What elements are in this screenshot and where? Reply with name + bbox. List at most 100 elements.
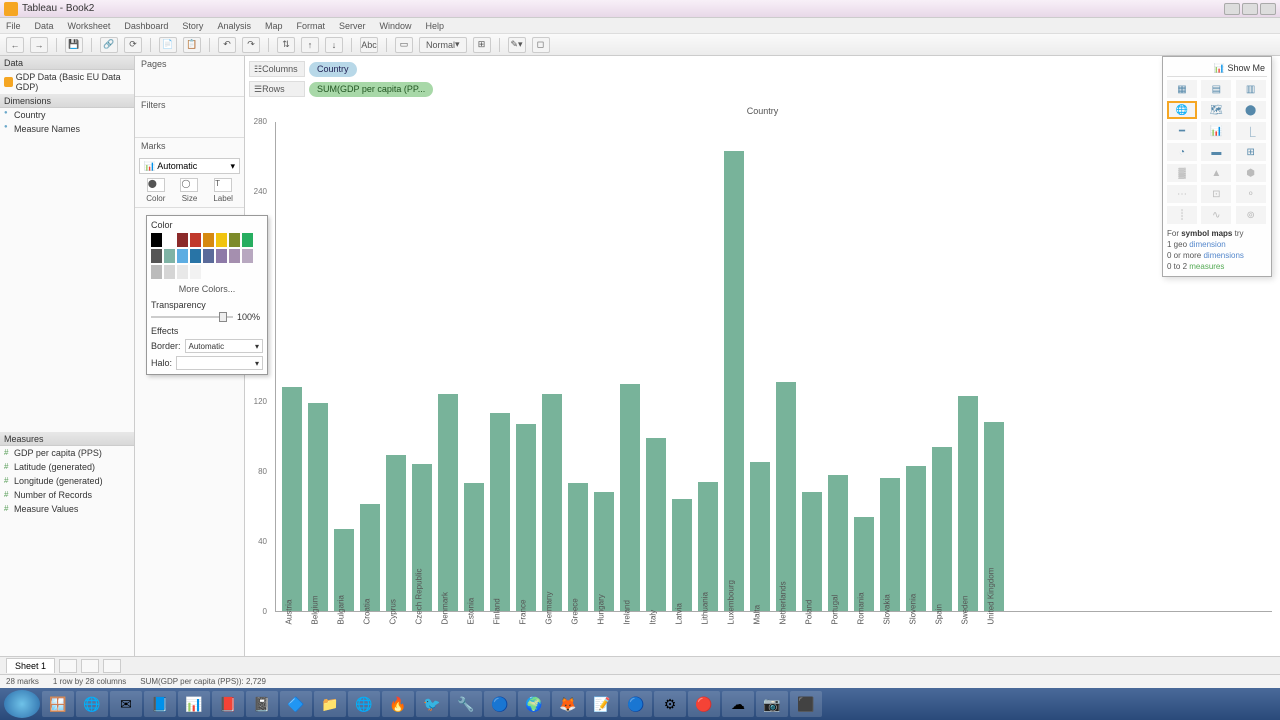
rows-pill-gdp[interactable]: SUM(GDP per capita (PP... <box>309 82 433 97</box>
duplicate-button[interactable]: 📋 <box>183 37 201 53</box>
color-swatch[interactable] <box>190 265 201 279</box>
bar[interactable] <box>672 499 692 611</box>
menu-help[interactable]: Help <box>426 21 445 31</box>
showme-viztype[interactable]: ∿ <box>1201 206 1231 224</box>
color-swatch[interactable] <box>151 265 162 279</box>
showme-viztype[interactable]: 🌐 <box>1167 101 1197 119</box>
bar[interactable] <box>516 424 536 611</box>
bar[interactable] <box>906 466 926 611</box>
showme-viztype[interactable]: ⊚ <box>1236 206 1266 224</box>
bar[interactable] <box>828 475 848 612</box>
menu-server[interactable]: Server <box>339 21 366 31</box>
bar[interactable] <box>568 483 588 611</box>
sheet-tab-1[interactable]: Sheet 1 <box>6 658 55 673</box>
showme-viztype[interactable]: ⚬ <box>1236 185 1266 203</box>
taskbar-app-icon[interactable]: 📕 <box>212 691 244 717</box>
meas-records[interactable]: Number of Records <box>0 488 134 502</box>
bar[interactable] <box>932 447 952 612</box>
transparency-slider[interactable]: 100% <box>151 312 263 322</box>
menu-data[interactable]: Data <box>35 21 54 31</box>
bar[interactable] <box>360 504 380 611</box>
bar[interactable] <box>724 151 744 611</box>
color-swatch[interactable] <box>177 265 188 279</box>
labels-button[interactable]: Abc <box>360 37 378 53</box>
size-button[interactable]: ◯Size <box>174 178 204 203</box>
bar[interactable] <box>776 382 796 611</box>
dim-country[interactable]: Country <box>0 108 134 122</box>
save-button[interactable]: 💾 <box>65 37 83 53</box>
taskbar-app-icon[interactable]: 🌐 <box>348 691 380 717</box>
taskbar-app-icon[interactable]: 🔵 <box>620 691 652 717</box>
menu-window[interactable]: Window <box>380 21 412 31</box>
sort-desc-button[interactable]: ↓ <box>325 37 343 53</box>
menu-file[interactable]: File <box>6 21 21 31</box>
start-button[interactable] <box>4 690 40 718</box>
showme-viztype[interactable]: ▬ <box>1201 143 1231 161</box>
showme-viztype[interactable]: ⬤ <box>1236 101 1266 119</box>
new-dashboard-tab-button[interactable] <box>81 659 99 673</box>
menu-worksheet[interactable]: Worksheet <box>68 21 111 31</box>
showme-viztype[interactable]: ⎿ <box>1236 122 1266 140</box>
taskbar-app-icon[interactable]: 📷 <box>756 691 788 717</box>
taskbar-app-icon[interactable]: 🐦 <box>416 691 448 717</box>
filters-shelf[interactable]: Filters <box>135 97 244 138</box>
bar[interactable] <box>750 462 770 611</box>
columns-pill-country[interactable]: Country <box>309 62 357 77</box>
color-swatch[interactable] <box>164 233 175 247</box>
label-button[interactable]: TLabel <box>208 178 238 203</box>
bar[interactable] <box>438 394 458 611</box>
showme-viztype[interactable]: ▦ <box>1167 80 1197 98</box>
presentation-button[interactable]: ▭ <box>395 37 413 53</box>
color-swatch[interactable] <box>216 233 227 247</box>
back-button[interactable]: ← <box>6 37 24 53</box>
forward-button[interactable]: → <box>30 37 48 53</box>
showme-viztype[interactable]: ◔ <box>1167 143 1197 161</box>
taskbar-app-icon[interactable]: 🌐 <box>76 691 108 717</box>
showme-viztype[interactable]: ▥ <box>1236 80 1266 98</box>
refresh-button[interactable]: ⟳ <box>124 37 142 53</box>
bar[interactable] <box>880 478 900 611</box>
halo-dropdown[interactable]: ▾ <box>176 356 263 370</box>
showme-viztype[interactable]: 🗺 <box>1201 101 1231 119</box>
color-swatch[interactable] <box>151 233 162 247</box>
show-me-title[interactable]: 📊 Show Me <box>1167 61 1267 77</box>
bar[interactable] <box>542 394 562 611</box>
taskbar-app-icon[interactable]: 🔵 <box>484 691 516 717</box>
menu-story[interactable]: Story <box>182 21 203 31</box>
color-button[interactable]: ⬤Color <box>141 178 171 203</box>
taskbar-app-icon[interactable]: 🌍 <box>518 691 550 717</box>
data-source[interactable]: GDP Data (Basic EU Data GDP) <box>0 70 134 94</box>
taskbar-app-icon[interactable]: 🔷 <box>280 691 312 717</box>
taskbar-app-icon[interactable]: 🦊 <box>552 691 584 717</box>
taskbar-app-icon[interactable]: ✉ <box>110 691 142 717</box>
color-swatch[interactable] <box>203 233 214 247</box>
meas-values[interactable]: Measure Values <box>0 502 134 516</box>
taskbar-app-icon[interactable]: 📓 <box>246 691 278 717</box>
showme-viztype[interactable]: 📊 <box>1201 122 1231 140</box>
color-swatch[interactable] <box>151 249 162 263</box>
showme-viztype[interactable]: ┊ <box>1167 206 1197 224</box>
plot-area[interactable] <box>275 122 1272 612</box>
color-swatch[interactable] <box>242 249 253 263</box>
meas-lon[interactable]: Longitude (generated) <box>0 474 134 488</box>
marks-type-dropdown[interactable]: 📊 Automatic▾ <box>139 158 240 174</box>
showme-viztype[interactable]: ⊡ <box>1201 185 1231 203</box>
color-swatch[interactable] <box>164 249 175 263</box>
color-swatch[interactable] <box>177 249 188 263</box>
bar[interactable] <box>958 396 978 611</box>
new-datasource-button[interactable]: 🔗 <box>100 37 118 53</box>
color-swatch[interactable] <box>216 249 227 263</box>
taskbar-app-icon[interactable]: 🔥 <box>382 691 414 717</box>
meas-lat[interactable]: Latitude (generated) <box>0 460 134 474</box>
menu-map[interactable]: Map <box>265 21 283 31</box>
taskbar-app-icon[interactable]: ☁ <box>722 691 754 717</box>
fit-dropdown[interactable]: Normal ▾ <box>419 37 467 53</box>
bar[interactable] <box>620 384 640 612</box>
new-worksheet-tab-button[interactable] <box>59 659 77 673</box>
redo-button[interactable]: ↷ <box>242 37 260 53</box>
color-swatch[interactable] <box>190 233 201 247</box>
maximize-button[interactable] <box>1242 3 1258 15</box>
color-swatch[interactable] <box>229 249 240 263</box>
taskbar-app-icon[interactable]: 📁 <box>314 691 346 717</box>
taskbar-app-icon[interactable]: 📝 <box>586 691 618 717</box>
